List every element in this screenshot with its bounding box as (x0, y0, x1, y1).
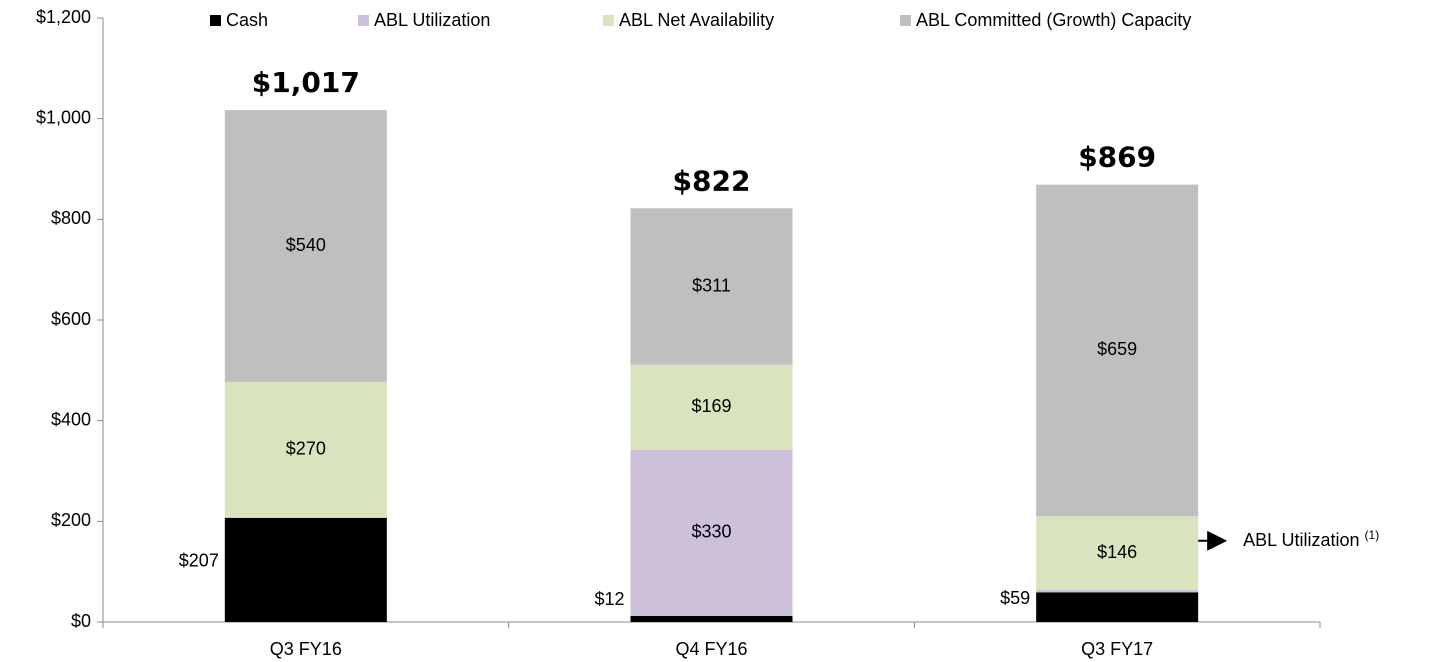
legend-label: ABL Net Availability (619, 10, 774, 30)
legend-marker (358, 15, 369, 26)
bar-segment (1036, 516, 1199, 590)
legend-label: Cash (226, 10, 268, 30)
y-tick-label: $1,000 (36, 107, 91, 127)
annotation: ABL Utilization (1) (1243, 528, 1379, 550)
bar-segment (1036, 592, 1199, 622)
legend-marker (900, 15, 911, 26)
y-tick-label: $0 (71, 611, 91, 631)
data-label: $12 (594, 589, 624, 609)
legend-marker (210, 15, 221, 26)
data-label: $311 (692, 275, 731, 295)
legend-label: ABL Utilization (374, 10, 490, 30)
bar-segment (1036, 184, 1199, 517)
y-tick-label: $1,200 (36, 7, 91, 27)
x-tick-label: Q3 FY16 (270, 639, 342, 659)
total-label: $1,017 (252, 66, 360, 99)
legend-label: ABL Committed (Growth) Capacity (916, 10, 1191, 30)
x-tick-label: Q3 FY17 (1081, 639, 1153, 659)
bar-segment (630, 449, 793, 616)
y-tick-label: $400 (51, 409, 91, 429)
data-label: $169 (691, 396, 731, 416)
annotation-note: (1) (1365, 528, 1380, 542)
bar-segment (224, 517, 387, 622)
x-tick-label: Q4 FY16 (675, 639, 747, 659)
data-label: $540 (286, 235, 326, 255)
bar-segment (630, 208, 793, 365)
total-label: $869 (1078, 141, 1156, 174)
bar-segment (224, 110, 387, 382)
data-label: $59 (1000, 588, 1030, 608)
bar-segment (630, 364, 793, 450)
bar-segment (224, 381, 387, 518)
annotation-text: ABL Utilization (1243, 530, 1359, 550)
y-tick-label: $200 (51, 510, 91, 530)
data-label: $659 (1097, 339, 1137, 359)
bar-segment (630, 615, 793, 622)
y-tick-label: $800 (51, 208, 91, 228)
data-label: $270 (286, 439, 326, 459)
data-label: $330 (691, 522, 731, 542)
data-label: $207 (179, 551, 219, 571)
y-tick-label: $600 (51, 309, 91, 329)
total-label: $822 (673, 164, 751, 197)
legend-marker (603, 15, 614, 26)
bar-segment (1036, 589, 1199, 593)
data-label: $146 (1097, 542, 1137, 562)
